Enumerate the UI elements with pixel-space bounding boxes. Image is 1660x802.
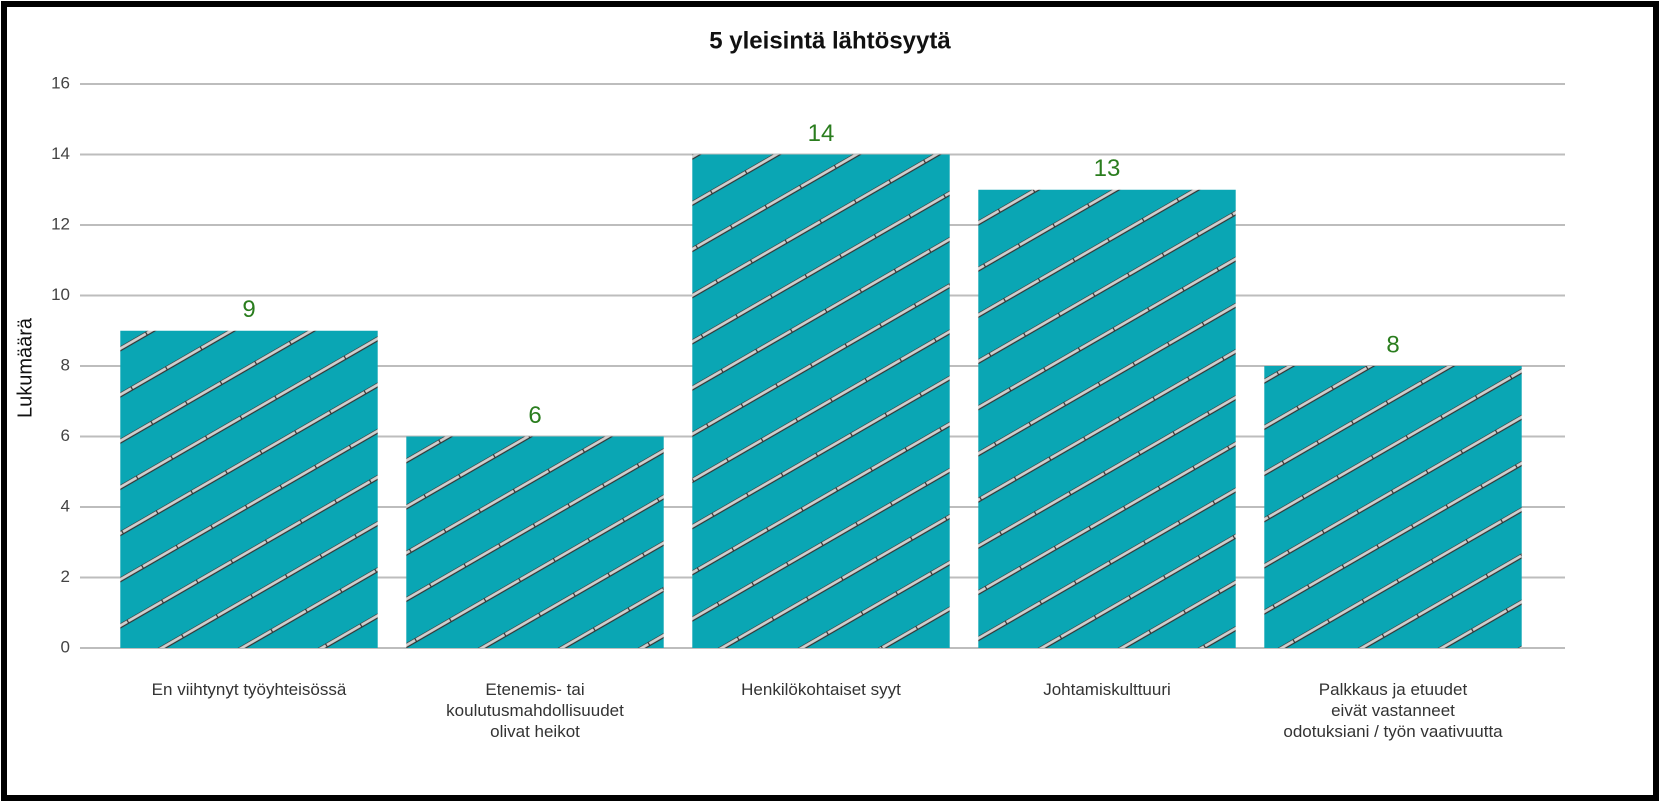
- y-tick-label: 12: [51, 214, 70, 233]
- x-tick-label: Henkilökohtaiset syyt: [741, 680, 901, 699]
- y-tick-label: 6: [61, 426, 70, 445]
- bar: [978, 189, 1236, 648]
- y-tick-label: 2: [61, 567, 70, 586]
- y-tick-label: 0: [61, 637, 70, 656]
- y-tick-label: 10: [51, 285, 70, 304]
- y-axis-label: Lukumäärä: [14, 317, 36, 418]
- y-tick-label: 4: [61, 496, 70, 515]
- value-label: 8: [1386, 331, 1399, 358]
- value-label: 9: [242, 296, 255, 323]
- y-tick-label: 14: [51, 144, 70, 163]
- x-tick-label: Johtamiskulttuuri: [1043, 680, 1171, 699]
- bar: [120, 330, 378, 648]
- y-tick-label: 8: [61, 355, 70, 374]
- bar: [1264, 366, 1522, 648]
- value-label: 14: [808, 120, 835, 147]
- bar: [406, 436, 664, 648]
- value-label: 13: [1094, 155, 1121, 182]
- y-tick-label: 16: [51, 73, 70, 92]
- x-tick-label: Etenemis- tai koulutusmahdollisuudet oli…: [446, 680, 624, 741]
- x-tick-label: En viihtynyt työyhteisössä: [151, 680, 347, 699]
- value-label: 6: [528, 402, 541, 429]
- x-tick-label: Palkkaus ja etuudet eivät vastanneet odo…: [1283, 680, 1503, 741]
- chart-title: 5 yleisintä lähtösyytä: [709, 27, 951, 54]
- bar: [692, 154, 950, 648]
